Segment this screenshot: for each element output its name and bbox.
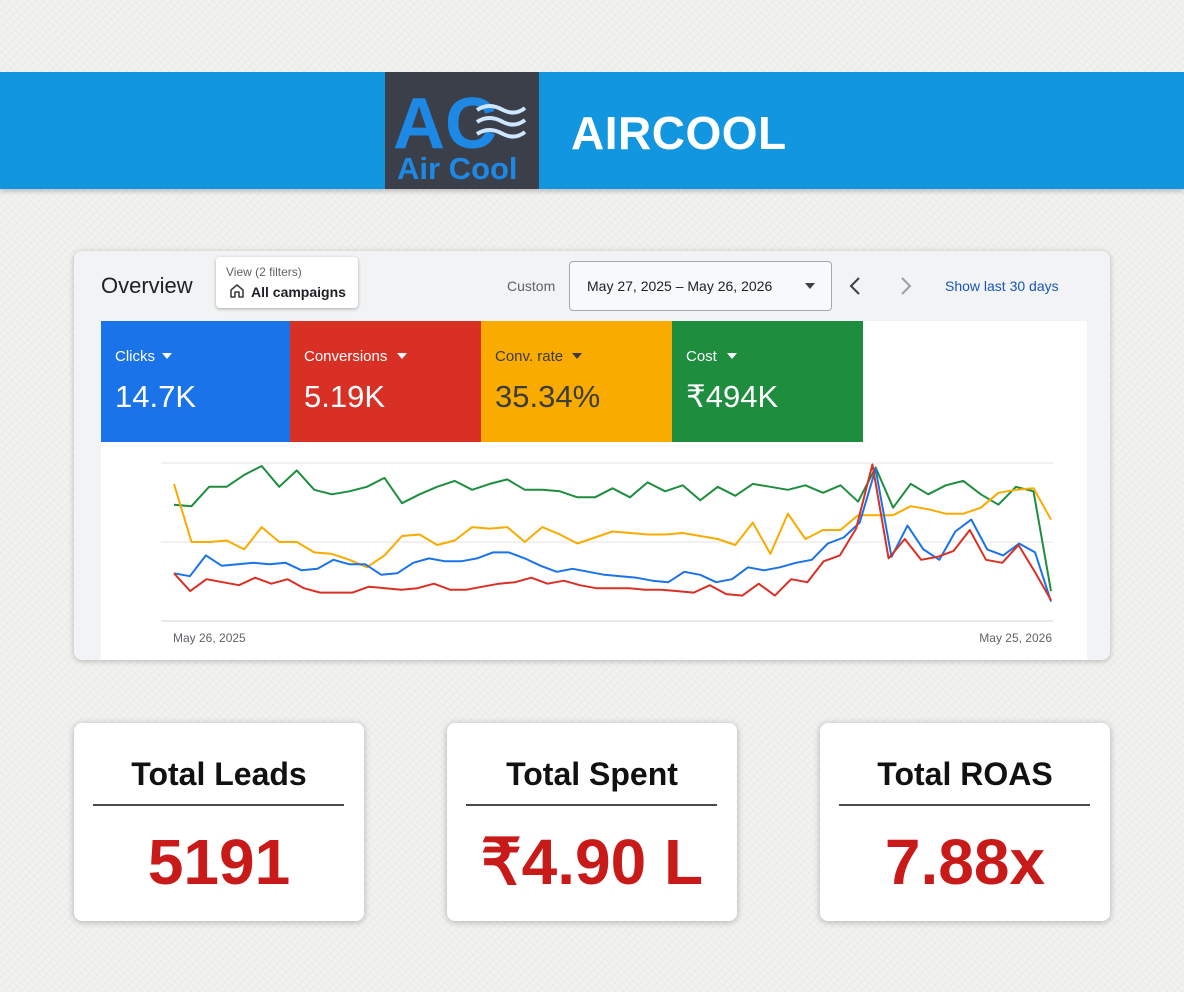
metric-conversions[interactable]: Conversions 5.19K bbox=[290, 321, 481, 442]
chevron-left-icon[interactable] bbox=[849, 277, 861, 295]
stat-card-total-spent: Total Spent ₹4.90 L bbox=[447, 723, 737, 921]
overview-panel: Overview View (2 filters) All campaigns … bbox=[74, 251, 1110, 660]
overview-title: Overview bbox=[101, 273, 193, 298]
brand-logo: AC Air Cool bbox=[385, 72, 539, 189]
date-range-value: May 27, 2025 – May 26, 2026 bbox=[587, 278, 773, 294]
metric-value: ₹494K bbox=[686, 379, 779, 414]
metric-label: Conv. rate bbox=[495, 348, 564, 365]
divider bbox=[93, 804, 344, 806]
series-line-cost bbox=[173, 465, 1052, 592]
x-tick-label-start: May 26, 2025 bbox=[173, 631, 246, 645]
series-line-clicks bbox=[173, 468, 1052, 602]
date-range-picker[interactable]: May 27, 2025 – May 26, 2026 bbox=[569, 261, 832, 311]
divider bbox=[466, 804, 717, 806]
line-chart: May 26, 2025 May 25, 2026 bbox=[161, 462, 1053, 645]
caret-down-icon bbox=[162, 353, 172, 359]
metric-value: 14.7K bbox=[115, 379, 197, 414]
metric-cost[interactable]: Cost ₹494K bbox=[672, 321, 863, 442]
metric-label: Cost bbox=[686, 348, 717, 365]
stat-card-total-roas: Total ROAS 7.88x bbox=[820, 723, 1110, 921]
stat-title: Total Leads bbox=[131, 756, 307, 792]
home-icon bbox=[230, 284, 244, 298]
brand-title: AIRCOOL bbox=[571, 107, 787, 159]
logo-text: Air Cool bbox=[397, 151, 518, 186]
stat-value: ₹4.90 L bbox=[480, 826, 704, 898]
metric-label: Clicks bbox=[115, 348, 155, 365]
metric-conv-rate[interactable]: Conv. rate 35.34% bbox=[481, 321, 672, 442]
view-filter-button[interactable]: View (2 filters) All campaigns bbox=[216, 257, 358, 308]
logo-monogram: AC bbox=[393, 84, 497, 164]
caret-down-icon bbox=[572, 353, 582, 359]
view-filter-value: All campaigns bbox=[251, 284, 346, 300]
x-tick-label-end: May 25, 2026 bbox=[979, 631, 1052, 645]
view-filter-label: View (2 filters) bbox=[226, 265, 302, 279]
metric-clicks[interactable]: Clicks 14.7K bbox=[101, 321, 292, 442]
divider bbox=[839, 804, 1090, 806]
header-banner: AC Air Cool bbox=[0, 72, 1184, 189]
caret-down-icon bbox=[805, 283, 815, 289]
caret-down-icon bbox=[727, 353, 737, 359]
stat-title: Total ROAS bbox=[877, 756, 1053, 792]
series-layer bbox=[173, 463, 1052, 602]
stat-title: Total Spent bbox=[506, 756, 678, 792]
stat-card-total-leads: Total Leads 5191 bbox=[74, 723, 364, 921]
show-last-30-days-link[interactable]: Show last 30 days bbox=[945, 278, 1059, 294]
series-line-conversions bbox=[173, 463, 1052, 601]
series-line-conv-rate bbox=[173, 483, 1052, 569]
performance-chart-card: Clicks 14.7K Conversions 5.19K Conv. rat… bbox=[101, 321, 1087, 660]
metric-label: Conversions bbox=[304, 348, 388, 365]
chevron-right-icon[interactable] bbox=[900, 277, 912, 295]
stat-value: 5191 bbox=[147, 826, 291, 898]
metric-value: 5.19K bbox=[304, 379, 386, 414]
caret-down-icon bbox=[397, 353, 407, 359]
metric-value: 35.34% bbox=[495, 379, 601, 414]
custom-range-label: Custom bbox=[507, 278, 556, 294]
stat-value: 7.88x bbox=[884, 826, 1046, 898]
